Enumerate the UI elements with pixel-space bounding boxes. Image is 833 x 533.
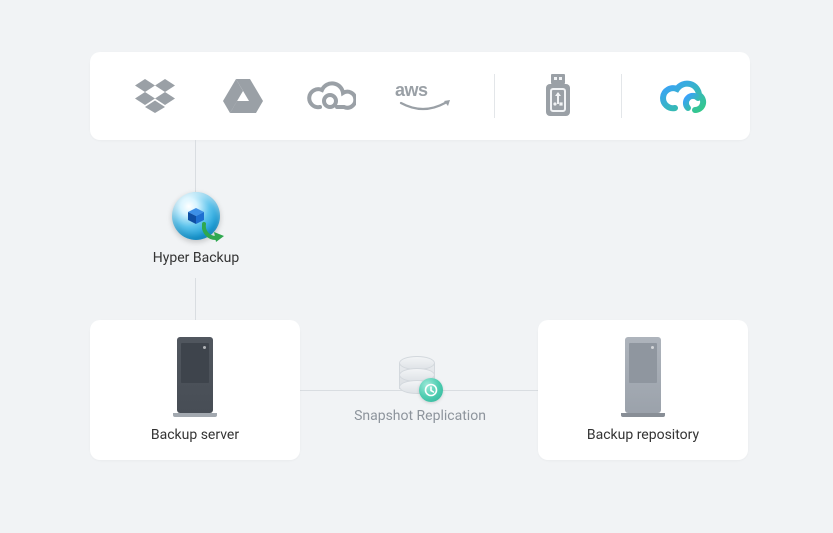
usb-drive-icon [533, 72, 583, 120]
dropbox-icon [130, 72, 180, 120]
divider [621, 74, 622, 118]
snapshot-replication-node: Snapshot Replication [340, 356, 500, 424]
hyper-backup-label: Hyper Backup [145, 250, 247, 266]
google-drive-icon [218, 72, 268, 120]
svg-text:aws: aws [395, 80, 428, 100]
snapshot-replication-label: Snapshot Replication [340, 408, 500, 424]
aws-icon: aws [394, 72, 456, 120]
nas-device-icon [625, 337, 661, 413]
backup-server-label: Backup server [151, 427, 239, 443]
cloud-generic-icon [306, 72, 356, 120]
cloud-services-bar: aws [90, 52, 750, 140]
nas-device-icon [177, 337, 213, 413]
divider [494, 74, 495, 118]
c2-cloud-icon [660, 72, 710, 120]
connector-line [195, 278, 196, 322]
backup-repository-card: Backup repository [538, 320, 748, 460]
backup-server-card: Backup server [90, 320, 300, 460]
backup-repository-label: Backup repository [587, 427, 699, 443]
hyper-backup-node: Hyper Backup [145, 192, 247, 266]
hyper-backup-icon [172, 192, 220, 240]
connector-line [195, 140, 196, 192]
snapshot-replication-icon [397, 356, 443, 402]
